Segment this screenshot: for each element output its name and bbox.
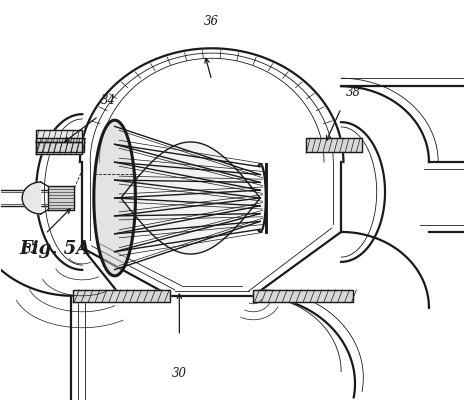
Polygon shape — [306, 147, 362, 153]
Polygon shape — [253, 290, 352, 296]
Polygon shape — [253, 296, 352, 302]
Text: Fig. 5A: Fig. 5A — [20, 239, 91, 257]
Polygon shape — [73, 296, 170, 302]
Text: 30: 30 — [172, 366, 187, 379]
Text: 34: 34 — [101, 94, 116, 107]
Polygon shape — [36, 143, 82, 155]
Polygon shape — [306, 139, 362, 147]
Polygon shape — [36, 147, 84, 153]
Polygon shape — [94, 121, 135, 276]
Polygon shape — [121, 143, 260, 254]
Polygon shape — [36, 131, 82, 143]
Polygon shape — [22, 182, 40, 215]
Text: 38: 38 — [346, 86, 361, 99]
Polygon shape — [73, 290, 170, 296]
Text: 32: 32 — [24, 242, 39, 255]
Polygon shape — [36, 139, 84, 147]
Text: 36: 36 — [204, 15, 219, 28]
Polygon shape — [47, 186, 74, 211]
